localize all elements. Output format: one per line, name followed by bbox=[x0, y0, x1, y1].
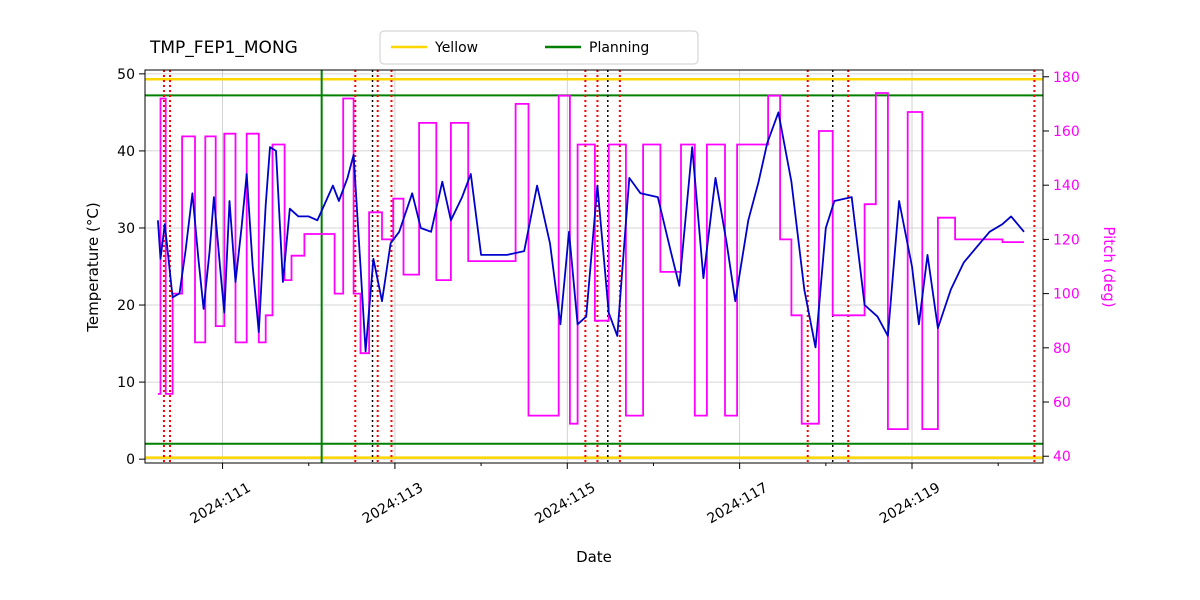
xtick-label: 2024:113 bbox=[360, 480, 426, 527]
xtick-label: 2024:119 bbox=[877, 480, 943, 527]
ytick-right-label: 40 bbox=[1053, 449, 1071, 465]
plot-area: 0 10 20 30 40 50 40 60 80 100 120 140 160 180 2024:111… bbox=[117, 67, 1080, 527]
ytick-left-label: 50 bbox=[117, 67, 135, 83]
ytick-left-label: 0 bbox=[126, 452, 135, 468]
ytick-right-label: 80 bbox=[1053, 341, 1071, 357]
axis-ticks bbox=[139, 73, 1049, 469]
xtick-label: 2024:111 bbox=[188, 480, 254, 527]
ytick-left-label: 40 bbox=[117, 144, 135, 160]
ytick-right-label: 100 bbox=[1053, 287, 1080, 303]
ytick-right-label: 140 bbox=[1053, 178, 1080, 194]
legend-box bbox=[379, 30, 699, 65]
pitch-series-line bbox=[157, 92, 1024, 430]
ytick-left-label: 10 bbox=[117, 375, 135, 391]
xtick-label: 2024:117 bbox=[705, 480, 771, 527]
legend-planning-label: Planning bbox=[589, 40, 649, 56]
y-axis-label-left: Temperature (°C) bbox=[84, 202, 102, 332]
x-axis-label: Date bbox=[576, 548, 612, 566]
ytick-right-label: 160 bbox=[1053, 124, 1080, 140]
ytick-right-label: 60 bbox=[1053, 395, 1071, 411]
event-lines-vertical bbox=[162, 70, 1036, 463]
temperature-series-line bbox=[157, 111, 1025, 353]
plot-border bbox=[144, 69, 1044, 464]
xtick-label: 2024:115 bbox=[532, 480, 598, 527]
legend-yellow-label: Yellow bbox=[434, 40, 478, 56]
ytick-left-label: 20 bbox=[117, 298, 135, 314]
legend: Yellow Planning bbox=[379, 30, 699, 65]
ytick-left-label: 30 bbox=[117, 221, 135, 237]
chart-title: TMP_FEP1_MONG bbox=[149, 38, 298, 58]
ytick-right-label: 180 bbox=[1053, 70, 1080, 86]
y-axis-label-right: Pitch (deg) bbox=[1100, 226, 1118, 307]
limit-lines-horizontal bbox=[145, 77, 1043, 459]
ytick-right-label: 120 bbox=[1053, 232, 1080, 248]
